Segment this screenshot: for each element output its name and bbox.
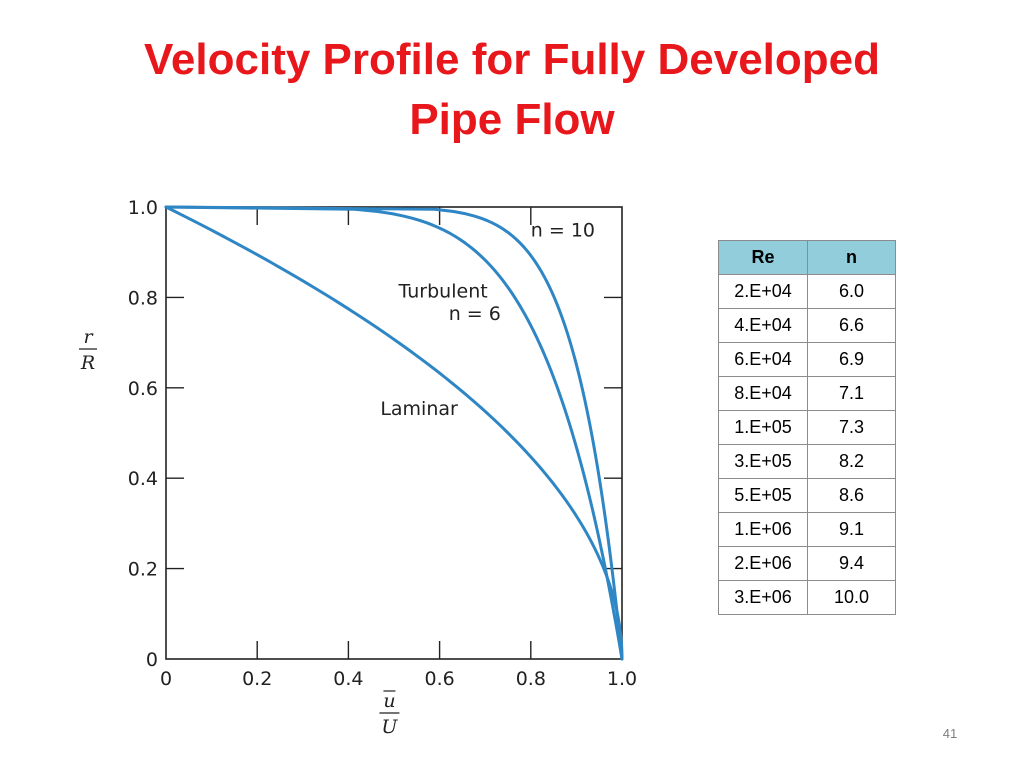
- table-cell-n: 8.6: [807, 478, 896, 513]
- table-cell-n: 9.1: [807, 512, 896, 547]
- y-tick-label: 0.4: [128, 468, 158, 490]
- x-axis-label-numerator: u: [383, 690, 395, 712]
- series-line-n-10: [164, 205, 624, 661]
- table-cell-n: 7.3: [807, 410, 896, 445]
- x-tick-label: 0.8: [516, 668, 546, 690]
- annotation-turbulent: Turbulent: [398, 280, 488, 302]
- slide-title: Velocity Profile for Fully Developed Pip…: [0, 30, 1024, 150]
- table-row: 1.E+05 7.3: [718, 410, 896, 445]
- annotation-n10: n = 10: [531, 219, 595, 241]
- table-cell-re: 2.E+06: [718, 546, 808, 581]
- annotation-laminar: Laminar: [380, 398, 458, 420]
- slide-number: 41: [942, 726, 958, 741]
- y-tick-label: 0.2: [128, 559, 158, 581]
- table-header-re: Re: [718, 240, 808, 275]
- table-cell-n: 8.2: [807, 444, 896, 479]
- table-cell-n: 6.9: [807, 342, 896, 377]
- table-cell-n: 9.4: [807, 546, 896, 581]
- table-cell-re: 3.E+05: [718, 444, 808, 479]
- table-row: 1.E+06 9.1: [718, 512, 896, 547]
- y-tick-label: 0: [146, 649, 158, 671]
- x-tick-label: 0.4: [333, 668, 363, 690]
- y-tick-label: 1.0: [128, 197, 158, 219]
- y-tick-label: 0.6: [128, 378, 158, 400]
- table-header-row: Re n: [718, 240, 896, 275]
- table-cell-re: 1.E+06: [718, 512, 808, 547]
- x-tick-label: 0.2: [242, 668, 272, 690]
- table-cell-re: 1.E+05: [718, 410, 808, 445]
- x-tick-label: 0: [160, 668, 172, 690]
- table-row: 6.E+04 6.9: [718, 342, 896, 377]
- x-tick-label: 0.6: [424, 668, 454, 690]
- table-row: 8.E+04 7.1: [718, 376, 896, 411]
- slide-title-line-2: Pipe Flow: [409, 95, 615, 144]
- table-row: 2.E+04 6.0: [718, 274, 896, 309]
- y-axis-label-numerator: r: [83, 326, 94, 348]
- table-header-n: n: [807, 240, 896, 275]
- table-cell-re: 4.E+04: [718, 308, 808, 343]
- table-cell-n: 6.6: [807, 308, 896, 343]
- y-axis-label-denominator: R: [80, 352, 95, 374]
- table-cell-n: 7.1: [807, 376, 896, 411]
- table-row: 3.E+06 10.0: [718, 580, 896, 615]
- table-row: 3.E+05 8.2: [718, 444, 896, 479]
- table-cell-n: 6.0: [807, 274, 896, 309]
- series-line-laminar: [164, 205, 624, 661]
- table-row: 4.E+04 6.6: [718, 308, 896, 343]
- plot-frame: [165, 206, 623, 660]
- table-cell-re: 2.E+04: [718, 274, 808, 309]
- table-cell-re: 3.E+06: [718, 580, 808, 615]
- slide-title-line-1: Velocity Profile for Fully Developed: [144, 35, 880, 84]
- x-tick-label: 1.0: [607, 668, 637, 690]
- series-line-n-6: [164, 205, 624, 661]
- table-row: 2.E+06 9.4: [718, 546, 896, 581]
- y-tick-label: 0.8: [128, 287, 158, 309]
- table-row: 5.E+05 8.6: [718, 478, 896, 513]
- annotation-n6: n = 6: [449, 303, 501, 325]
- x-axis-label-denominator: U: [381, 716, 398, 738]
- table-cell-re: 5.E+05: [718, 478, 808, 513]
- reynolds-n-table: Re n 2.E+04 6.0 4.E+04 6.6 6.E+04 6.9 8.E+0…: [718, 240, 896, 615]
- table-cell-n: 10.0: [807, 580, 896, 615]
- table-cell-re: 6.E+04: [718, 342, 808, 377]
- table-cell-re: 8.E+04: [718, 376, 808, 411]
